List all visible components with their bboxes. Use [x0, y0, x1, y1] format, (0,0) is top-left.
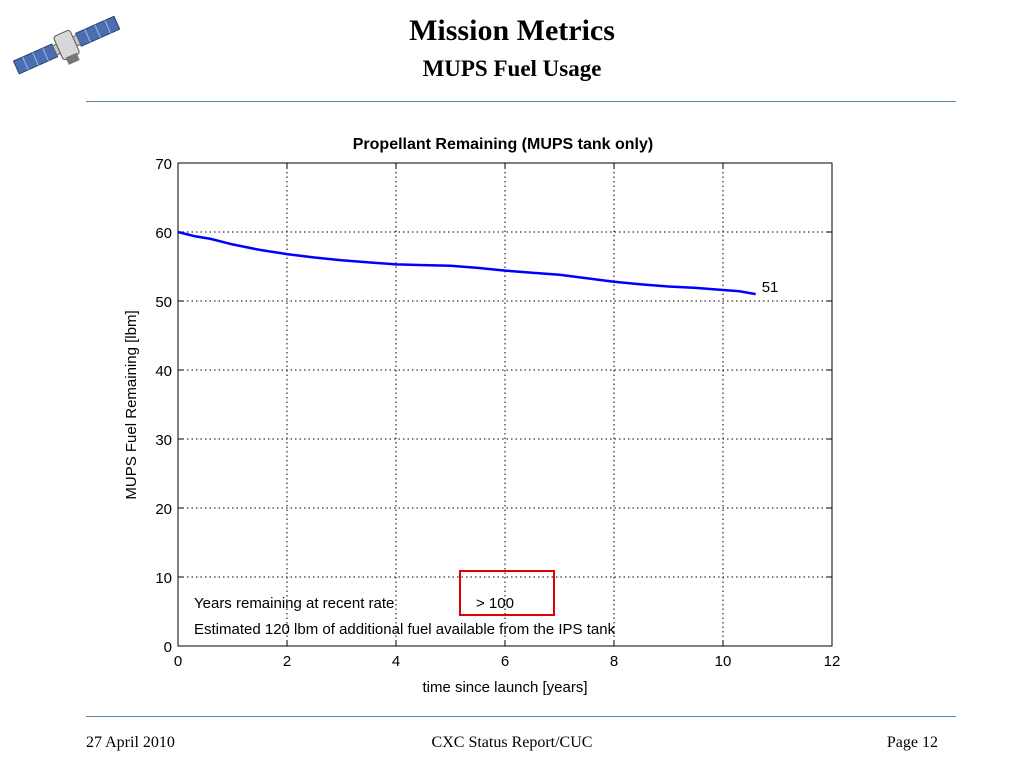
slide-subtitle: MUPS Fuel Usage — [422, 56, 602, 81]
y-tick-label: 60 — [155, 225, 172, 242]
x-tick-label: 6 — [501, 653, 509, 670]
x-tick-label: 12 — [824, 653, 841, 670]
highlight-box — [459, 570, 555, 616]
x-tick-label: 2 — [283, 653, 291, 670]
footer-date: 27 April 2010 — [86, 734, 175, 751]
years-remaining-value: > 100 — [476, 595, 514, 612]
years-remaining-label: Years remaining at recent rate — [194, 595, 394, 612]
header-divider — [86, 101, 956, 102]
x-tick-label: 8 — [610, 653, 618, 670]
x-tick-label: 4 — [392, 653, 400, 670]
x-axis-label: time since launch [years] — [422, 679, 587, 696]
y-axis-label: MUPS Fuel Remaining [lbm] — [123, 310, 140, 499]
propellant-chart: Propellant Remaining (MUPS tank only) 0 1… — [123, 136, 841, 696]
end-value-label: 51 — [762, 279, 779, 296]
x-tick-label: 0 — [174, 653, 182, 670]
footer-page: Page 12 — [886, 734, 938, 751]
footer-center: CXC Status Report/CUC — [431, 734, 593, 751]
y-tick-label: 70 — [155, 156, 172, 173]
x-tick-label: 10 — [715, 653, 732, 670]
y-axis: 0 10 20 30 40 50 60 70 — [155, 156, 832, 656]
ips-note: Estimated 120 lbm of additional fuel ava… — [194, 621, 616, 638]
y-tick-label: 30 — [155, 432, 172, 449]
satellite-icon — [12, 15, 121, 75]
y-tick-label: 20 — [155, 501, 172, 518]
y-tick-label: 40 — [155, 363, 172, 380]
x-axis: 0 2 4 6 8 10 12 — [174, 163, 841, 670]
series-line-mups-fuel — [177, 230, 756, 296]
footer-divider — [86, 716, 956, 717]
chart-title: Propellant Remaining (MUPS tank only) — [353, 136, 653, 153]
slide-title: Mission Metrics — [409, 14, 615, 47]
y-tick-label: 50 — [155, 294, 172, 311]
y-tick-label: 0 — [164, 639, 172, 656]
grid-lines — [178, 163, 832, 646]
y-tick-label: 10 — [155, 570, 172, 587]
